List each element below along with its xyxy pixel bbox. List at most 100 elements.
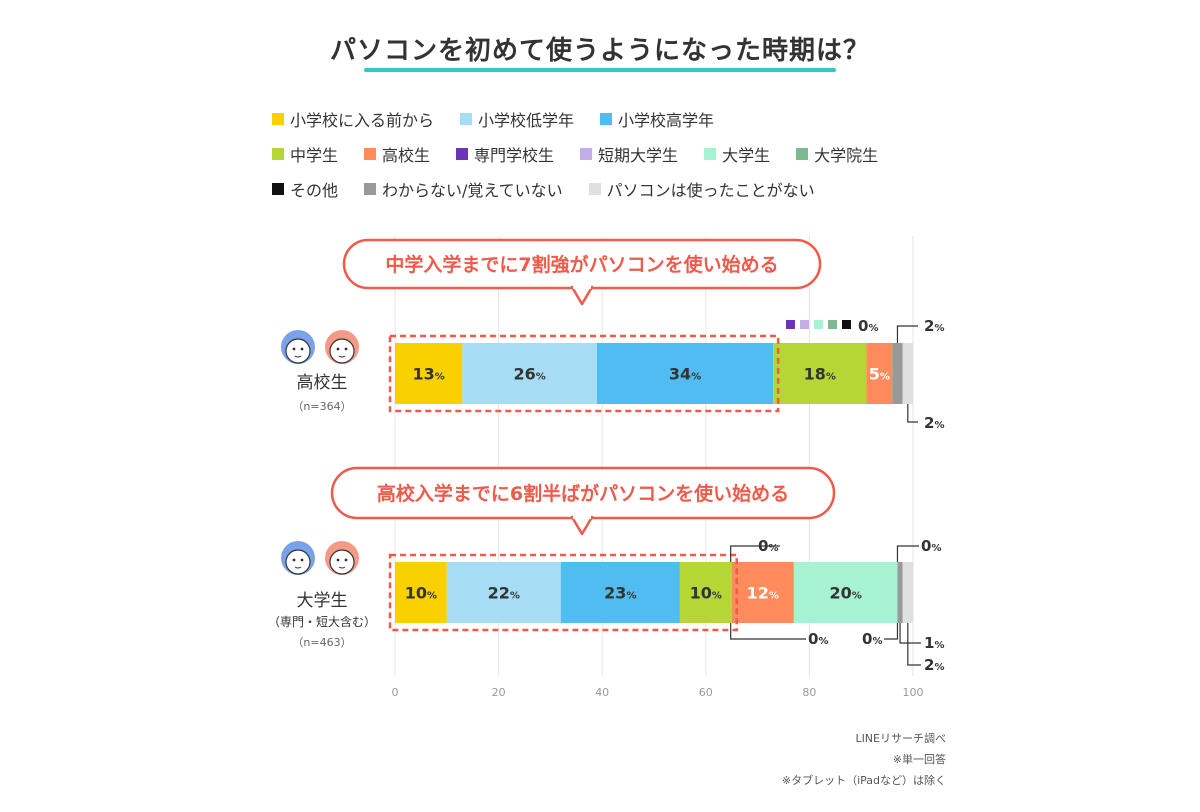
category-sample-size: （n=463）: [292, 636, 351, 649]
bar-segment: [793, 562, 898, 623]
data-label-value: 13: [413, 365, 435, 384]
leader-line: [899, 623, 921, 644]
zero-series-swatch: [842, 320, 851, 329]
avatar-eye: [344, 347, 348, 351]
data-label-value: 5: [869, 365, 880, 384]
leader-line: [730, 623, 806, 640]
annotation-value: 0: [858, 317, 868, 335]
data-label-value: 34: [669, 365, 691, 384]
leader-line: [907, 623, 921, 666]
legend-row: 小学校に入る前から 小学校低学年 小学校高学年: [272, 108, 972, 130]
legend-label: その他: [290, 181, 339, 200]
category-label: 大学生: [297, 591, 348, 611]
zero-series-swatch: [814, 320, 823, 329]
callout-tail-cover: [573, 285, 591, 289]
bar-segment: [902, 343, 913, 404]
avatar-mouth: [338, 566, 346, 569]
bar-segment: [902, 562, 913, 623]
avatar-eye: [300, 558, 304, 562]
avatar-face: [285, 549, 311, 575]
percent-sign: %: [934, 420, 944, 431]
percent-sign: %: [868, 323, 878, 334]
legend-label: 小学校低学年: [478, 111, 575, 130]
single-answer-note: ※単一回答: [892, 753, 946, 766]
category-label: 高校生: [297, 373, 348, 393]
avatar-face: [285, 338, 311, 364]
percent-sign: %: [427, 591, 437, 602]
data-label: 5%: [869, 365, 890, 384]
percent-sign: %: [768, 543, 778, 554]
legend-label: 中学生: [290, 146, 339, 165]
annotation-label: 0%: [862, 630, 882, 648]
callout-text: 中学入学までに7割強がパソコンを使い始める: [385, 253, 778, 276]
legend-item: 高校生: [364, 142, 430, 166]
bar-segment: [892, 343, 903, 404]
legend-swatch: [272, 113, 284, 125]
category-sublabel: （専門・短大含む）: [268, 614, 376, 629]
annotation-value: 2: [924, 656, 934, 674]
annotation-value: 2: [924, 414, 934, 432]
annotation-value: 0: [808, 630, 818, 648]
legend-swatch: [364, 148, 377, 160]
legend-swatch: [796, 148, 809, 160]
legend-swatch: [456, 148, 469, 160]
legend-label: 小学校に入る前から: [290, 111, 435, 130]
percent-sign: %: [852, 591, 862, 602]
percent-sign: %: [934, 323, 944, 334]
leader-line: [896, 545, 919, 562]
callout-text: 高校入学までに6割半ばがパソコンを使い始める: [377, 482, 789, 505]
annotation-label: 1%: [924, 634, 944, 652]
data-label: 12%: [747, 584, 779, 603]
bar-segment: [773, 343, 867, 404]
legend-label: 小学校高学年: [618, 111, 715, 130]
zero-series-swatch: [828, 320, 837, 329]
x-tick-label: 60: [699, 686, 713, 699]
legend-label: 大学生: [722, 146, 771, 165]
highlight-dashed-frame: [388, 334, 780, 413]
legend-row: その他 わからない/覚えていない パソコンは使ったことがない: [272, 178, 972, 200]
bar-segment: [731, 562, 794, 623]
x-tick-label: 20: [492, 686, 506, 699]
legend-label: 高校生: [382, 146, 431, 165]
percent-sign: %: [691, 372, 701, 383]
data-label-value: 20: [830, 584, 852, 603]
percent-sign: %: [435, 372, 445, 383]
data-label-value: 22: [488, 584, 510, 603]
category-sample-size: （n=364）: [292, 400, 351, 413]
legend: 小学校に入る前から 小学校低学年 小学校高学年 中学生 高校生 専門学校生 短期大学生 大学生…: [272, 108, 972, 213]
percent-sign: %: [931, 543, 941, 554]
leader-line: [884, 623, 899, 640]
legend-swatch: [272, 183, 284, 195]
legend-swatch: [704, 148, 717, 160]
bar-segment: [395, 343, 463, 404]
data-label-value: 10: [690, 584, 712, 603]
data-label-value: 12: [747, 584, 769, 603]
zero-series-swatch: [800, 320, 809, 329]
legend-item: 小学校に入る前から: [272, 107, 434, 131]
source-note: LINEリサーチ調べ: [855, 732, 946, 745]
x-tick-label: 40: [595, 686, 609, 699]
bar-segment: [560, 562, 680, 623]
legend-label: 大学院生: [814, 146, 879, 165]
percent-sign: %: [826, 372, 836, 383]
percent-sign: %: [769, 591, 779, 602]
chart-title: パソコンを初めて使うようになった時期は？: [329, 36, 870, 66]
x-tick-label: 100: [903, 686, 924, 699]
data-label: 22%: [488, 584, 520, 603]
legend-item: わからない/覚えていない: [364, 177, 563, 201]
avatar-face: [329, 338, 355, 364]
annotation-value: 0: [862, 630, 872, 648]
avatar-eye: [292, 558, 296, 562]
title-underline: [364, 68, 836, 72]
bar-segment: [897, 562, 903, 623]
legend-item: 大学生: [704, 142, 770, 166]
bar-segment: [462, 343, 598, 404]
avatar-face: [329, 549, 355, 575]
callout-tail-cover: [573, 515, 591, 519]
percent-sign: %: [536, 372, 546, 383]
legend-item: パソコンは使ったことがない: [588, 177, 815, 201]
percent-sign: %: [872, 636, 882, 647]
legend-item: その他: [272, 177, 338, 201]
bar-segment: [679, 562, 732, 623]
data-label: 10%: [405, 584, 437, 603]
